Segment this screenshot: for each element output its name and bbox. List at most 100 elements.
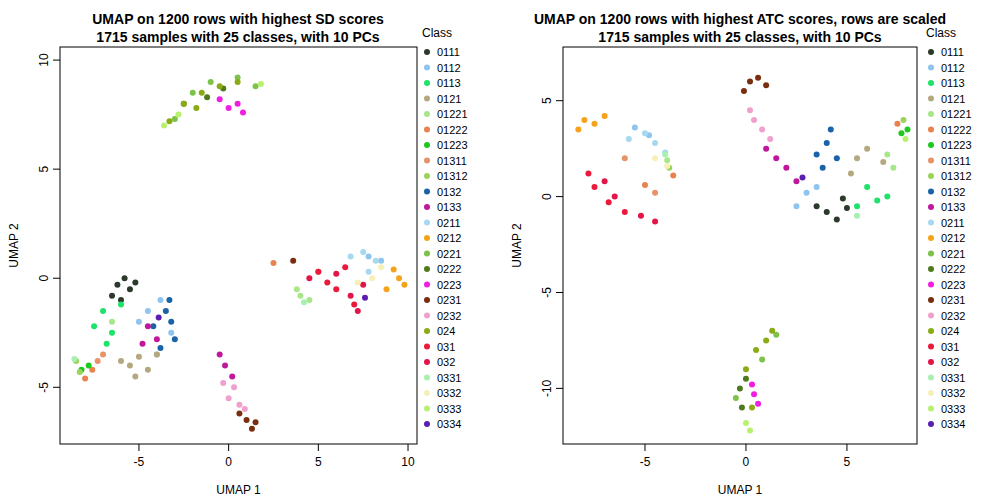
point: [366, 253, 372, 259]
point: [145, 323, 151, 329]
legend-swatch: [424, 406, 430, 412]
legend-swatch: [424, 49, 430, 55]
point: [362, 295, 368, 301]
point: [118, 358, 124, 364]
x-label: UMAP 1: [718, 483, 763, 497]
point: [324, 280, 330, 286]
legend-swatch: [424, 328, 430, 334]
legend-swatch: [928, 282, 934, 288]
point: [747, 107, 753, 113]
y-tick-label: 0: [540, 193, 554, 200]
point: [759, 126, 765, 132]
point: [890, 165, 896, 171]
point: [755, 75, 761, 81]
legend-swatch: [928, 189, 934, 195]
point: [181, 101, 187, 107]
point: [769, 328, 775, 334]
point: [100, 308, 106, 314]
point: [348, 293, 354, 299]
subtitle: 1715 samples with 25 classes, with 10 PC…: [598, 29, 881, 45]
y-tick-label: 5: [540, 97, 554, 104]
legend-swatch: [928, 359, 934, 365]
point: [136, 319, 142, 325]
legend-swatch: [928, 390, 934, 396]
point: [581, 117, 587, 123]
point: [109, 330, 115, 336]
point: [95, 358, 101, 364]
point: [783, 165, 789, 171]
legend-swatch: [928, 344, 934, 350]
y-tick-label: -5: [540, 287, 554, 298]
legend: Class01110112011301210122101222012230131…: [926, 26, 972, 430]
legend-swatch: [928, 421, 934, 427]
x-tick-label: -5: [134, 455, 145, 469]
legend-swatch: [424, 220, 430, 226]
point: [880, 159, 886, 165]
legend-swatch: [424, 235, 430, 241]
legend: Class01110112011301210122101222012230131…: [422, 26, 468, 430]
point: [739, 405, 745, 411]
legend-swatch: [424, 251, 430, 257]
y-tick-label: 5: [37, 165, 51, 172]
point: [622, 155, 628, 161]
legend-swatch: [928, 406, 934, 412]
legend-swatch: [424, 297, 430, 303]
legend-label: 0111: [437, 46, 460, 58]
point: [824, 209, 830, 215]
point: [749, 405, 755, 411]
point: [231, 384, 237, 390]
x-tick: [228, 444, 229, 451]
legend-swatch: [424, 127, 430, 133]
point: [751, 391, 757, 397]
legend-label: 01311: [941, 155, 971, 167]
point: [91, 323, 97, 329]
legend-label: 0121: [437, 93, 461, 105]
point: [793, 178, 799, 184]
point: [396, 275, 402, 281]
point: [848, 171, 854, 177]
point: [763, 82, 769, 88]
title: UMAP on 1200 rows with highest ATC score…: [534, 11, 946, 27]
subtitle: 1715 samples with 25 classes, with 10 PC…: [96, 29, 379, 45]
legend-swatch: [928, 220, 934, 226]
point: [235, 79, 241, 85]
legend-label: 0333: [941, 403, 965, 415]
legend-swatch: [424, 96, 430, 102]
legend-swatch: [424, 313, 430, 319]
legend-swatch: [424, 344, 430, 350]
point: [132, 373, 138, 379]
legend-swatch: [928, 375, 934, 381]
point: [575, 126, 581, 132]
point: [360, 249, 366, 255]
point: [366, 269, 372, 275]
legend-label: 01222: [437, 124, 468, 136]
point: [258, 81, 264, 87]
y-tick: [53, 169, 60, 170]
point: [864, 184, 870, 190]
y-tick: [53, 387, 60, 388]
point: [168, 319, 174, 325]
legend-swatch: [928, 142, 934, 148]
point: [900, 117, 906, 123]
x-tick-label: 5: [315, 455, 322, 469]
point: [733, 395, 739, 401]
y-tick: [556, 292, 563, 293]
point: [132, 280, 138, 286]
point: [828, 126, 834, 132]
legend-swatch: [424, 266, 430, 272]
point: [154, 352, 160, 358]
point: [333, 286, 339, 292]
point: [236, 410, 242, 416]
legend-label: 0223: [437, 279, 461, 291]
legend-label: 0112: [437, 62, 461, 74]
point: [898, 130, 904, 136]
point: [662, 151, 668, 157]
point: [652, 190, 658, 196]
legend-swatch: [424, 65, 430, 71]
point: [199, 90, 205, 96]
legend-swatch: [424, 282, 430, 288]
point: [747, 79, 753, 85]
legend-label: 032: [941, 356, 959, 368]
point: [297, 293, 303, 299]
point: [884, 151, 890, 157]
